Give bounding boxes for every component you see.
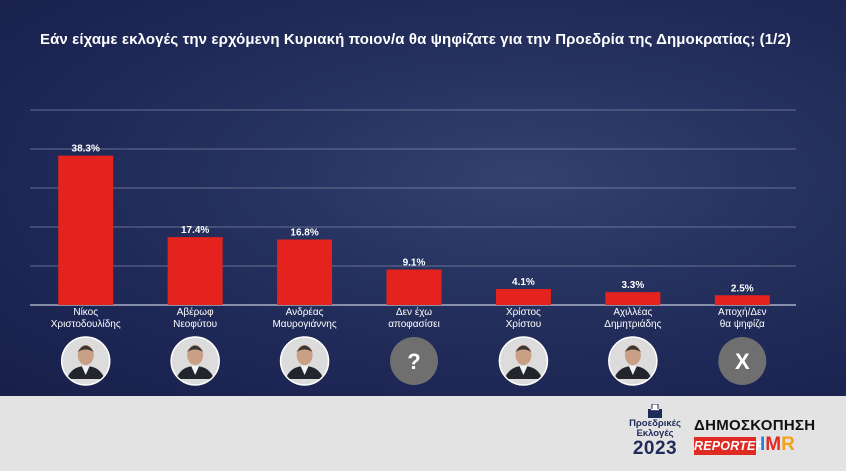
category-label: Χρίστου [506,318,542,330]
avatar-glyph: ? [407,349,420,374]
logo-line-2: Εκλογές [636,428,674,439]
avatar-hair [187,345,204,352]
avatar-glyph: X [735,349,750,374]
category-label: Χρίστος [506,306,541,318]
category-label: Χριστοδουλίδης [51,318,121,330]
avatar-ring [498,336,549,386]
ballot-box-icon [645,403,665,418]
question-mark-icon [390,337,438,385]
avatar-shirt [191,366,200,375]
abstain-x-icon [718,337,767,385]
category-label: Αχιλλέας [613,306,652,318]
category-label: Δεν έχω [396,306,432,318]
imr-letter-i: I [760,434,766,455]
poll-word: ΔΗΜΟΣΚΟΠΗΣΗ [694,417,816,434]
category-label: Δημητριάδης [604,318,661,330]
poll-brands: REPORTER IMR [694,435,809,455]
imr-logo: IMR [760,435,804,455]
chart-panel: Εάν είχαμε εκλογές την ερχόμενη Κυριακή … [0,0,846,396]
data-label: 16.8% [290,227,318,238]
category-label: Νίκος [73,306,98,318]
avatar-hair [77,345,94,352]
avatar-ring [279,336,330,386]
avatar-ring [60,336,111,386]
avatar-ring [170,336,220,386]
bar [605,292,661,305]
footer: Προεδρικές Εκλογές 2023 ΔΗΜΟΣΚΟΠΗΣΗ REPO… [0,396,846,471]
bar [277,239,333,305]
chart-title: Εάν είχαμε εκλογές την ερχόμενη Κυριακή … [40,31,791,48]
category-label: Νεοφύτου [173,318,217,330]
logo-line-1: Προεδρικές [629,418,681,429]
avatar-ring [608,336,658,386]
data-label: 9.1% [403,258,426,269]
bar [714,295,770,305]
category-label: Ανδρέας [286,306,324,318]
category-label: θα ψηφίζα [720,318,765,330]
bar [58,155,114,305]
reporter-logo: REPORTER [694,437,765,455]
avatar-hair [515,345,532,352]
category-label: αποφασίσει [388,318,440,330]
data-label: 38.3% [72,144,100,155]
presidential-elections-logo: Προεδρικές Εκλογές 2023 [626,403,684,466]
category-label: Αποχή/Δεν [718,306,766,318]
avatar-shirt [519,366,528,375]
bar [495,289,551,305]
category-label: Μαυρογιάννης [272,318,336,330]
data-label: 3.3% [621,280,644,291]
data-label: 4.1% [512,277,535,288]
imr-letter-m: M [765,434,782,455]
bar [167,237,223,305]
logo-year: 2023 [632,438,678,459]
poll-logo: ΔΗΜΟΣΚΟΠΗΣΗ REPORTER IMR [694,417,816,458]
data-label: 17.4% [181,225,209,236]
bar [386,269,442,305]
avatar-hair [624,345,641,352]
avatar-hair [296,345,313,352]
avatar-shirt [300,366,309,375]
avatar-shirt [81,366,90,375]
data-label: 2.5% [731,283,754,294]
avatar-shirt [628,366,637,375]
imr-letter-r: R [781,434,795,455]
category-label: Αβέρωφ [177,306,214,318]
